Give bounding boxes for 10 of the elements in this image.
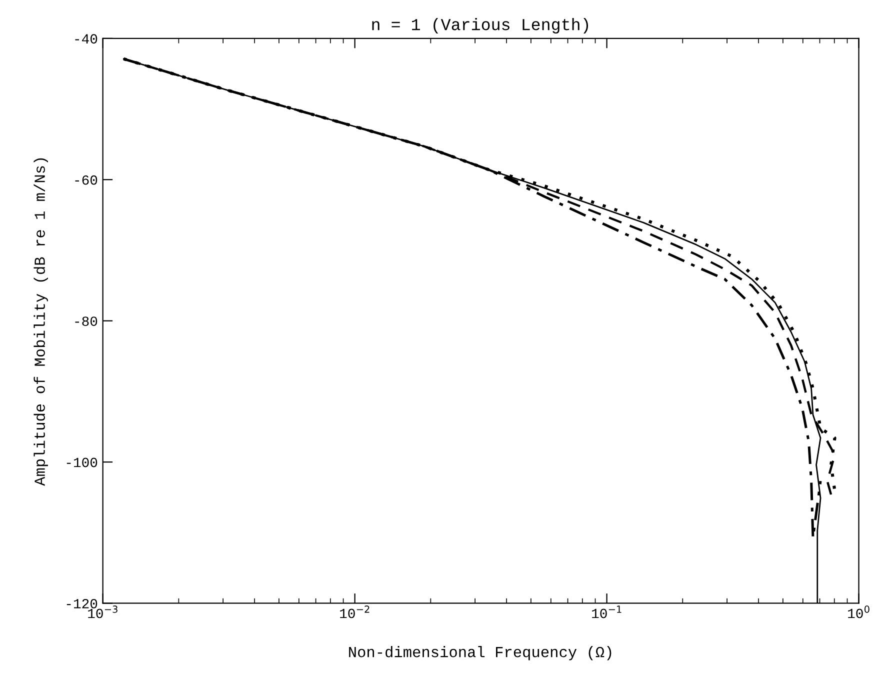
y-tick-label: -40: [75, 34, 98, 44]
y-tick-label: -60: [75, 175, 98, 185]
x-tick-label: 10$^{0}$: [848, 606, 870, 618]
y-tick-label: -80: [75, 316, 98, 326]
y-tick-label: -100: [66, 458, 98, 468]
x-tick-label: 10$^{−1}$: [592, 606, 622, 618]
y-axis-title: Amplitude of Mobility (dB re 1 m/Ns): [34, 158, 48, 486]
x-axis-title: Non-dimensional Frequency (Ω): [349, 646, 612, 660]
chart-title: n = 1 (Various Length): [372, 18, 588, 34]
x-tick-label: 10$^{−2}$: [340, 606, 370, 618]
